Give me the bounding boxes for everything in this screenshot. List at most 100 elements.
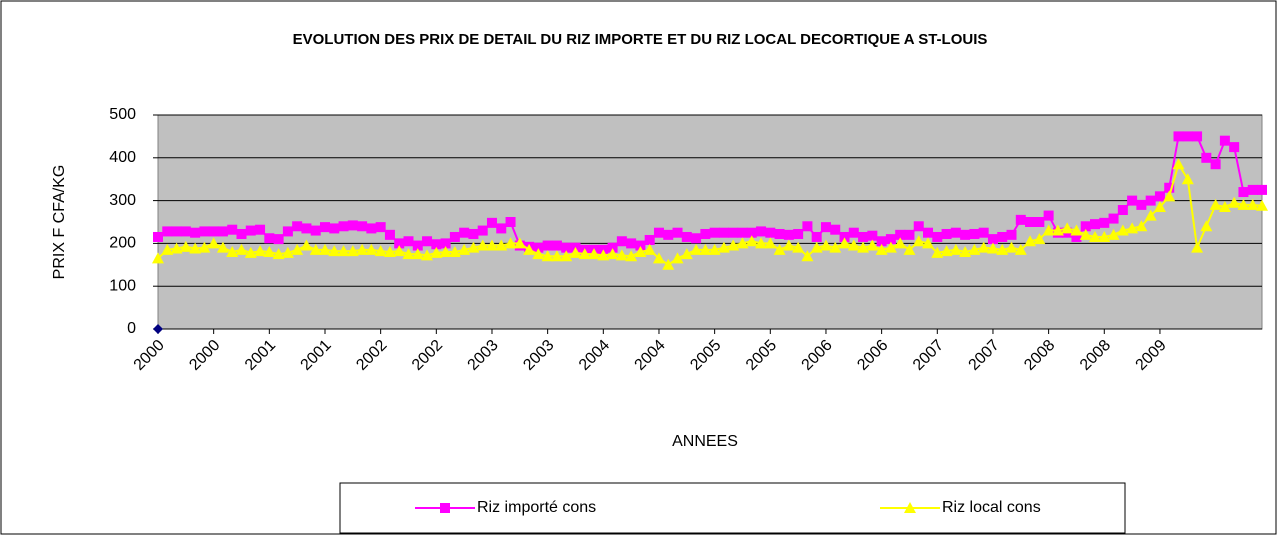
data-point xyxy=(217,226,228,237)
data-point xyxy=(977,241,990,253)
data-point xyxy=(421,249,434,261)
data-point xyxy=(1154,191,1165,202)
data-point xyxy=(458,243,471,255)
data-point xyxy=(884,241,897,253)
data-point xyxy=(848,227,859,238)
data-point xyxy=(318,243,331,255)
data-point xyxy=(672,227,683,238)
data-point xyxy=(1042,224,1055,236)
data-point xyxy=(440,238,451,249)
data-point xyxy=(236,228,247,239)
data-point xyxy=(1182,131,1193,142)
data-point xyxy=(1061,222,1074,234)
data-point xyxy=(505,217,516,227)
data-point xyxy=(940,245,953,257)
data-point xyxy=(903,243,916,255)
data-point xyxy=(1192,131,1203,142)
data-point xyxy=(532,248,545,260)
data-point xyxy=(867,230,878,241)
data-point xyxy=(765,227,776,238)
data-point xyxy=(1153,201,1166,213)
y-tick-label: 400 xyxy=(109,149,136,166)
data-point xyxy=(153,231,163,242)
data-point xyxy=(310,225,321,236)
data-point xyxy=(486,217,497,228)
data-point xyxy=(208,226,219,237)
data-point xyxy=(430,246,443,258)
data-point xyxy=(1108,213,1119,224)
data-point xyxy=(393,245,406,257)
data-point xyxy=(802,221,813,232)
data-point xyxy=(606,248,619,260)
data-point xyxy=(485,239,498,251)
data-point xyxy=(830,224,841,235)
data-point xyxy=(773,243,786,255)
data-point xyxy=(653,227,664,238)
data-point xyxy=(319,222,330,233)
data-point xyxy=(1051,224,1064,236)
y-tick-label: 100 xyxy=(109,277,136,294)
data-point xyxy=(643,243,656,255)
data-point xyxy=(950,227,961,238)
data-point xyxy=(782,239,795,251)
data-point xyxy=(365,243,378,255)
legend-label: Riz local cons xyxy=(942,499,1041,516)
data-point xyxy=(1014,243,1027,255)
data-point xyxy=(987,234,998,245)
data-point xyxy=(756,226,767,237)
data-point xyxy=(448,245,461,257)
data-point xyxy=(968,243,981,255)
data-point xyxy=(273,234,284,245)
data-point xyxy=(1144,209,1157,221)
data-point xyxy=(635,240,646,251)
data-point xyxy=(875,243,888,255)
data-point xyxy=(281,246,294,258)
data-point xyxy=(1090,219,1101,230)
data-point xyxy=(718,227,729,238)
data-point xyxy=(235,243,248,255)
data-point xyxy=(969,228,980,239)
data-point xyxy=(793,228,804,239)
data-point xyxy=(996,243,1009,255)
data-point xyxy=(1228,196,1241,208)
data-point xyxy=(171,226,182,237)
data-point xyxy=(272,248,285,260)
data-point xyxy=(1172,158,1185,170)
data-point xyxy=(384,229,395,240)
data-point xyxy=(226,245,239,257)
data-point xyxy=(745,235,758,247)
data-point xyxy=(245,225,256,236)
data-point xyxy=(1210,159,1221,170)
data-point xyxy=(1173,131,1184,142)
data-point xyxy=(301,223,312,234)
data-point xyxy=(1135,220,1148,232)
data-point xyxy=(513,237,526,249)
data-point xyxy=(394,238,405,249)
data-point xyxy=(792,241,805,253)
data-point xyxy=(644,234,655,245)
legend-marker xyxy=(904,502,916,513)
data-point xyxy=(1127,195,1138,206)
data-point xyxy=(328,245,341,257)
data-point xyxy=(717,241,730,253)
chart-title: EVOLUTION DES PRIX DE DETAIL DU RIZ IMPO… xyxy=(293,31,988,48)
data-point xyxy=(895,229,906,240)
legend-label: Riz importé cons xyxy=(477,499,596,516)
data-point xyxy=(858,231,869,242)
data-point xyxy=(959,245,972,257)
data-point xyxy=(356,243,369,255)
data-point xyxy=(1218,201,1231,213)
data-point xyxy=(533,242,544,253)
data-point xyxy=(1191,241,1204,253)
data-point xyxy=(411,248,424,260)
data-point xyxy=(346,245,359,257)
data-point xyxy=(783,229,794,240)
data-point xyxy=(1098,230,1111,242)
data-point xyxy=(541,250,554,262)
data-point xyxy=(690,243,703,255)
data-point xyxy=(1071,231,1082,242)
data-point xyxy=(819,239,832,251)
data-point xyxy=(736,237,749,249)
data-point xyxy=(755,237,768,249)
data-point xyxy=(560,250,573,262)
